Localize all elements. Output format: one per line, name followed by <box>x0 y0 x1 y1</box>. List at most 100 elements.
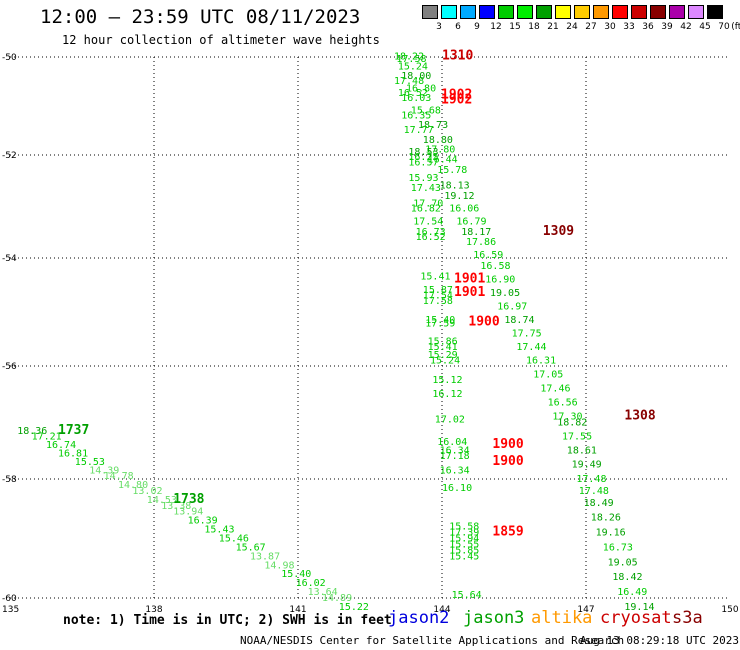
colorbar-swatch <box>479 5 495 19</box>
wave-height-label: 17.43 <box>411 183 441 194</box>
colorbar-swatch <box>536 5 552 19</box>
wave-height-label: 18.53 <box>408 147 438 158</box>
colorbar-label: 45 <box>699 22 711 32</box>
wave-height-label: 16.52 <box>398 88 428 99</box>
wave-height-label: 18.22 <box>394 51 424 62</box>
satellite-cryosat: cryosat <box>600 608 672 628</box>
wave-height-label: 15.29 <box>428 350 458 361</box>
note-text: note: 1) Time is in UTC; 2) SWH is in fe… <box>63 613 392 628</box>
wave-height-label: 15.94 <box>449 533 479 544</box>
wave-height-label: 16.81 <box>58 448 88 459</box>
colorbar-swatch <box>422 5 438 19</box>
colorbar-swatch <box>574 5 590 19</box>
wave-height-label: 15.85 <box>449 545 479 556</box>
wave-height-label: 16.90 <box>485 274 515 285</box>
page-title: 12:00 — 23:59 UTC 08/11/2023 <box>40 6 361 28</box>
wave-height-label: 13.64 <box>308 587 338 598</box>
wave-height-label: 15.24 <box>430 355 460 366</box>
wave-height-label: 18.17 <box>461 227 491 238</box>
wave-height-label: 16.44 <box>428 155 458 166</box>
lat-tick-label: -60 <box>2 594 17 604</box>
wave-height-label: 18.73 <box>418 120 448 131</box>
wave-height-label: 19.49 <box>572 460 602 471</box>
wave-height-label: 19.05 <box>608 557 638 568</box>
colorbar-label: 39 <box>661 22 673 32</box>
wave-height-label: 14.53 <box>147 495 177 506</box>
satellite-jason3: jason3 <box>463 608 525 628</box>
wave-height-label: 17.39 <box>449 528 479 539</box>
wave-height-label: 17.30 <box>552 412 582 423</box>
wave-height-label: 15.40 <box>281 569 311 580</box>
wave-height-label: 18.13 <box>440 180 470 191</box>
wave-height-label: 16.34 <box>440 446 470 457</box>
graticule <box>10 56 730 599</box>
wave-height-label: 15.45 <box>449 551 479 562</box>
colorbar-swatch <box>498 5 514 19</box>
wave-height-label: 16.10 <box>442 483 472 494</box>
satellite-jason2: jason2 <box>388 608 450 628</box>
wave-height-label: 13.38 <box>161 501 191 512</box>
wave-height-label: 16.39 <box>188 516 218 527</box>
wave-height-label: 15.93 <box>408 173 438 184</box>
lon-tick-label: 141 <box>289 605 306 615</box>
wave-height-label: 15.78 <box>437 165 467 176</box>
wave-height-label: 18.74 <box>504 315 534 326</box>
colorbar-swatch <box>707 5 723 19</box>
wave-height-label: 19.16 <box>596 528 626 539</box>
pass-time-label: 1901 <box>454 271 485 286</box>
wave-height-label: 15.55 <box>449 539 479 550</box>
lat-tick-label: -52 <box>2 151 17 161</box>
wave-height-label: 16.04 <box>437 437 467 448</box>
lat-tick-label: -50 <box>2 53 17 63</box>
axis-ticks: 135 138 141 144 147 150 -50 -52 -54 -56 -58 -60 <box>2 53 739 615</box>
colorbar-swatch <box>631 5 647 19</box>
pass-time-label: 1738 <box>173 492 204 507</box>
wave-height-label: 17.21 <box>32 431 62 442</box>
wave-height-label: 18.26 <box>591 513 621 524</box>
wave-height-label: 16.79 <box>456 217 486 228</box>
wave-height-label: 15.86 <box>428 336 458 347</box>
lat-tick-label: -54 <box>2 254 17 264</box>
wave-height-label: 15.43 <box>204 525 234 536</box>
colorbar-label: 27 <box>585 22 597 32</box>
colorbar-label: 30 <box>604 22 616 32</box>
pass-time-label: 1902 <box>441 93 472 108</box>
colorbar-swatch <box>460 5 476 19</box>
wave-height-label: 17.55 <box>562 431 592 442</box>
pass-time-label: 1900 <box>492 437 523 452</box>
wave-height-label: 15.58 <box>449 522 479 533</box>
wave-height-label: 15.87 <box>423 285 453 296</box>
colorbar-label: 70 <box>718 22 730 32</box>
colorbar-label: 21 <box>547 22 559 32</box>
colorbar-label: 12 <box>490 22 502 32</box>
lat-tick-label: -56 <box>2 362 17 372</box>
wave-height-label: 14.89 <box>322 593 352 604</box>
wave-height-label: 16.74 <box>46 440 76 451</box>
wave-height-label: 17.48 <box>579 486 609 497</box>
wave-height-label: 18.61 <box>567 446 597 457</box>
wave-height-label: 16.49 <box>617 587 647 598</box>
wave-height-label: 16.02 <box>296 578 326 589</box>
wave-height-label: 18.80 <box>423 135 453 146</box>
colorbar-swatch <box>612 5 628 19</box>
wave-height-label: 17.58 <box>423 296 453 307</box>
colorbar-swatch <box>593 5 609 19</box>
colorbar-swatch <box>555 5 571 19</box>
pass-time-label: 1859 <box>492 525 523 540</box>
wave-height-label: 16.35 <box>401 110 431 121</box>
wave-height-label: 16.25 <box>408 152 438 163</box>
wave-height-label: 14.80 <box>118 480 148 491</box>
footer-timestamp: Aug 13 08:29:18 UTC 2023 <box>580 634 739 647</box>
colorbar-swatch <box>688 5 704 19</box>
wave-height-label: 15.46 <box>219 533 249 544</box>
wave-height-label: 17.48 <box>576 474 606 485</box>
wave-height-label: 17.02 <box>435 415 465 426</box>
lon-tick-label: 144 <box>433 605 450 615</box>
colorbar-label: 15 <box>509 22 521 32</box>
wave-height-label: 13.94 <box>173 507 203 518</box>
pass-time-label: 1309 <box>543 224 574 239</box>
wave-height-label: 18.36 <box>17 426 47 437</box>
wave-height-label: 16.34 <box>440 465 470 476</box>
wave-height-label: 18.42 <box>612 572 642 583</box>
